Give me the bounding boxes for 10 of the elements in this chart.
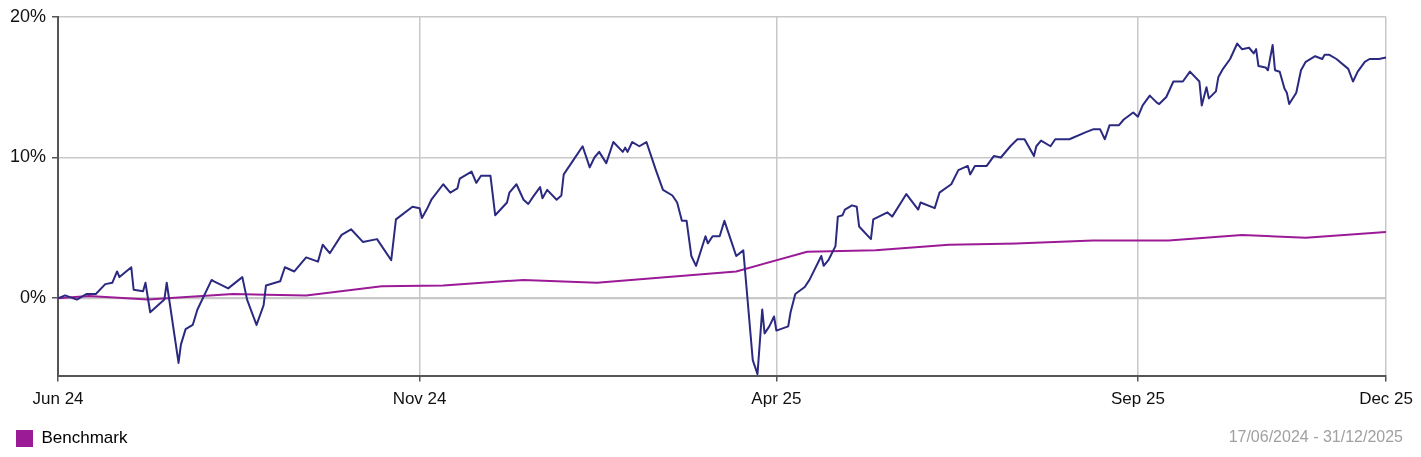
x-tick-label: Sep 25 <box>1111 389 1165 409</box>
text: 17/06/2024 - 31/12/2025 <box>1228 427 1404 445</box>
legend-label: Benchmark <box>41 428 128 448</box>
x-tick-label: Apr 25 <box>751 389 802 409</box>
x-tick-label: Nov 24 <box>392 389 447 409</box>
x-tick-label: Jun 24 <box>32 389 84 409</box>
y-tick-label: 10% <box>10 146 47 167</box>
y-tick-label: 0% <box>20 287 47 308</box>
y-tick-label: 20% <box>10 5 47 26</box>
x-tick-label: Dec 25 <box>1359 389 1414 409</box>
